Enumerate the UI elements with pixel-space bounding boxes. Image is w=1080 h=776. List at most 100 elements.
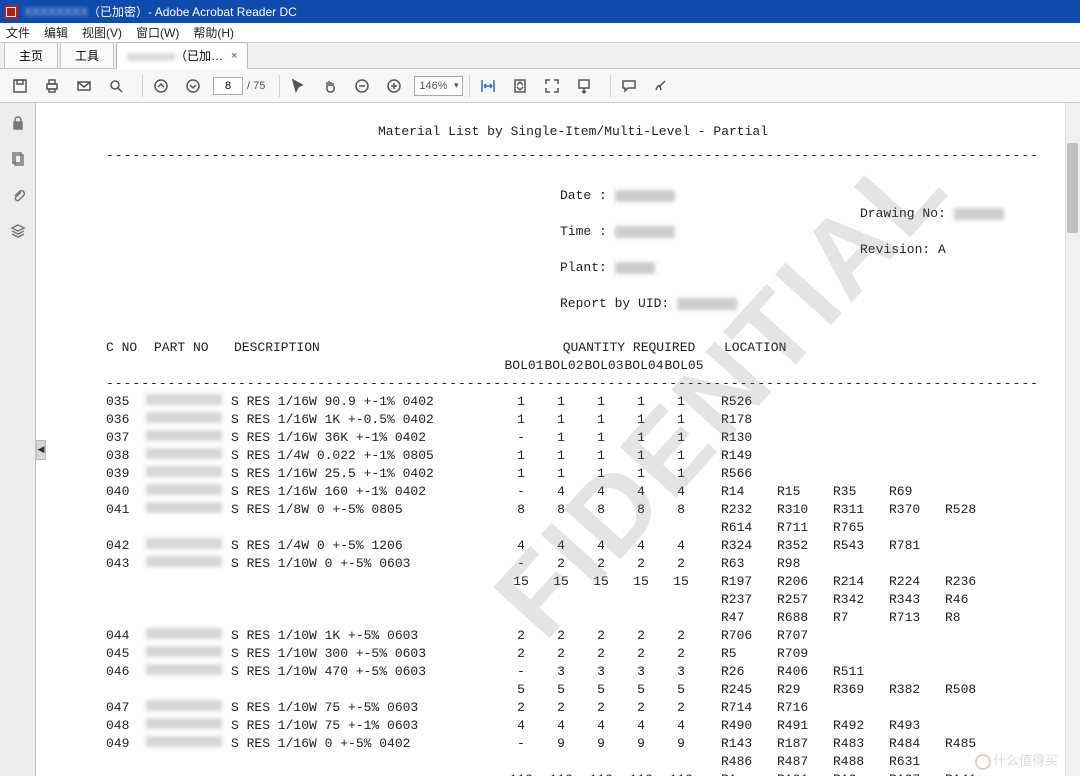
bol03: BOL03 [584,357,624,375]
tab-bar: 主页 工具 xxxxxxxx （已加… × [0,43,1080,69]
table-row: 55555R245R29R369R382R508 [106,681,1040,699]
select-tool-icon[interactable] [286,74,310,98]
tab-doc-suffix: （已加… [175,47,223,64]
hdr-drawing-val [954,208,1004,220]
bol01: BOL01 [504,357,544,375]
table-row: 039S RES 1/16W 25.5 +-1% 040211111R566 [106,465,1040,483]
read-mode-icon[interactable] [572,74,596,98]
hdr-plant-lbl: Plant: [560,260,607,275]
hand-tool-icon[interactable] [318,74,342,98]
table-row: R486R487R488R631 [106,753,1040,771]
doc-title: Material List by Single-Item/Multi-Level… [106,123,1040,141]
zoom-in-icon[interactable] [382,74,406,98]
hdr-report-val [677,298,737,310]
toolbar-separator [142,75,143,97]
menu-bar: 文件 编辑 视图(V) 窗口(W) 帮助(H) [0,23,1080,43]
print-icon[interactable] [40,74,64,98]
col-part: PART NO [154,339,234,357]
data-rows: 035S RES 1/16W 90.9 +-1% 040211111R52603… [106,393,1040,776]
menu-window[interactable]: 窗口(W) [136,24,179,41]
hdr-drawing-lbl: Drawing No: [860,206,946,221]
bol02: BOL02 [544,357,584,375]
tab-home[interactable]: 主页 [4,42,58,68]
table-row: 046S RES 1/10W 470 +-5% 0603-3333R26R406… [106,663,1040,681]
toolbar-separator [279,75,280,97]
table-row: 047S RES 1/10W 75 +-5% 060322222R714R716 [106,699,1040,717]
hdr-date-val [615,190,675,202]
tab-tools[interactable]: 工具 [60,42,114,68]
hdr-time-val [615,226,675,238]
table-row: 042S RES 1/4W 0 +-5% 120644444R324R352R5… [106,537,1040,555]
fit-width-icon[interactable] [476,74,500,98]
fullscreen-icon[interactable] [540,74,564,98]
table-row: R614R711R765 [106,519,1040,537]
bol-headers: BOL01 BOL02 BOL03 BOL04 BOL05 [106,357,1040,375]
layers-icon[interactable] [8,221,28,241]
zoom-out-icon[interactable] [350,74,374,98]
table-row: 037S RES 1/16W 36K +-1% 0402-1111R130 [106,429,1040,447]
tab-doc-name: xxxxxxxx [127,49,175,63]
sign-icon[interactable] [649,74,673,98]
table-row: 038S RES 1/4W 0.022 +-1% 080511111R149 [106,447,1040,465]
hdr-revision-val: A [938,242,946,257]
page-down-icon[interactable] [181,74,205,98]
table-row: 049S RES 1/16W 0 +-5% 0402-9999R143R187R… [106,735,1040,753]
lock-icon[interactable] [8,113,28,133]
page-up-icon[interactable] [149,74,173,98]
page-count: / 75 [247,80,265,92]
bol05: BOL05 [664,357,704,375]
toolbar: / 75 146% [0,69,1080,103]
document-area[interactable]: ◀ FIDENTIAL Material List by Single-Item… [36,103,1080,776]
attachments-icon[interactable] [8,185,28,205]
hdr-revision-lbl: Revision: [860,242,930,257]
toolbar-separator [469,75,470,97]
table-row: 040S RES 1/16W 160 +-1% 0402-4444R14R15R… [106,483,1040,501]
page-number-input[interactable] [213,77,243,95]
menu-help[interactable]: 帮助(H) [193,24,234,41]
fit-page-icon[interactable] [508,74,532,98]
table-row: 035S RES 1/16W 90.9 +-1% 040211111R526 [106,393,1040,411]
email-icon[interactable] [72,74,96,98]
toolbar-separator [610,75,611,97]
table-row: 116116116116116R1R101R13R137R141 [106,771,1040,776]
hdr-time-lbl: Time : [560,224,607,239]
pdf-page: FIDENTIAL Material List by Single-Item/M… [36,103,1080,776]
title-doc-name: XXXXXXXX [24,5,88,19]
col-qty: QUANTITY REQUIRED [534,339,724,357]
table-row: 045S RES 1/10W 300 +-5% 060322222R5R709 [106,645,1040,663]
title-app: - Adobe Acrobat Reader DC [148,5,297,19]
col-loc: LOCATION [724,339,786,357]
save-icon[interactable] [8,74,32,98]
title-bar: XXXXXXXX （已加密） - Adobe Acrobat Reader DC [0,0,1080,23]
comment-icon[interactable] [617,74,641,98]
table-row: 036S RES 1/16W 1K +-0.5% 040211111R178 [106,411,1040,429]
table-row: 048S RES 1/10W 75 +-1% 060344444R490R491… [106,717,1040,735]
search-icon[interactable] [104,74,128,98]
menu-view[interactable]: 视图(V) [82,24,122,41]
column-headers: C NO PART NO DESCRIPTION QUANTITY REQUIR… [106,339,1040,357]
dash-line: ----------------------------------------… [106,375,1040,393]
table-row: 044S RES 1/10W 1K +-5% 060322222R706R707 [106,627,1040,645]
bol04: BOL04 [624,357,664,375]
zoom-value: 146% [419,80,447,92]
left-sidebar [0,103,36,776]
col-cno: C NO [106,339,154,357]
table-row: 1515151515R197R206R214R224R236 [106,573,1040,591]
col-desc: DESCRIPTION [234,339,534,357]
tab-document[interactable]: xxxxxxxx （已加… × [116,42,248,69]
site-watermark: 什么值得买 [975,750,1058,770]
menu-file[interactable]: 文件 [6,24,30,41]
hdr-plant-val [615,262,655,274]
pdf-icon [4,5,18,19]
tab-close-icon[interactable]: × [231,50,237,62]
menu-edit[interactable]: 编辑 [44,24,68,41]
zoom-select[interactable]: 146% [414,76,462,96]
hdr-report-lbl: Report by UID: [560,296,669,311]
main-area: ◀ FIDENTIAL Material List by Single-Item… [0,103,1080,776]
thumbnails-icon[interactable] [8,149,28,169]
title-secured: （已加密） [88,3,148,20]
table-row: 041S RES 1/8W 0 +-5% 080588888R232R310R3… [106,501,1040,519]
table-row: R47R688R7R713R8 [106,609,1040,627]
table-row: 043S RES 1/10W 0 +-5% 0603-2222R63R98 [106,555,1040,573]
hdr-date-lbl: Date : [560,188,607,203]
